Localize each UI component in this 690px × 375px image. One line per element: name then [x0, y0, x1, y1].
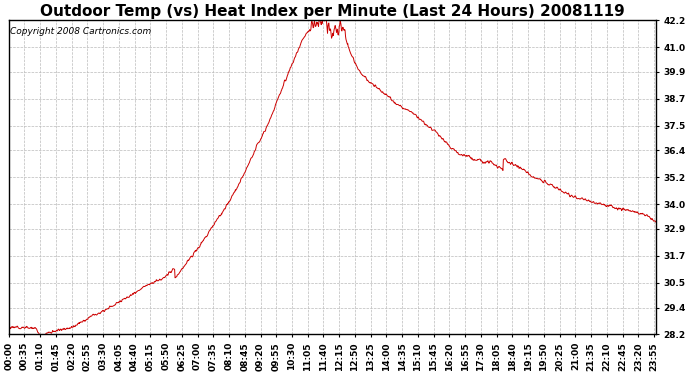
Title: Outdoor Temp (vs) Heat Index per Minute (Last 24 Hours) 20081119: Outdoor Temp (vs) Heat Index per Minute … — [40, 4, 624, 19]
Text: Copyright 2008 Cartronics.com: Copyright 2008 Cartronics.com — [10, 27, 151, 36]
